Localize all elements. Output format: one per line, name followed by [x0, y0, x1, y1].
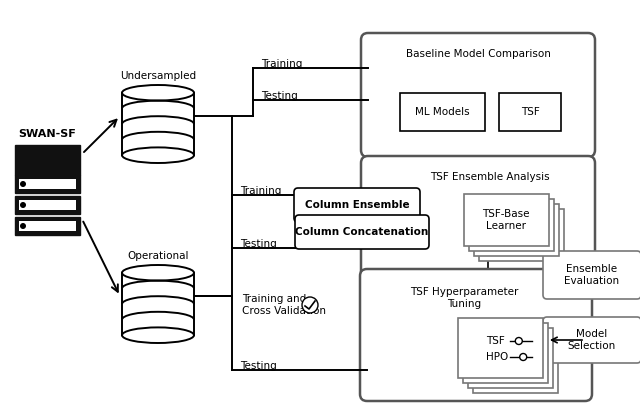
Text: Training: Training [240, 186, 282, 196]
Text: TSF: TSF [486, 336, 505, 346]
Text: Column Ensemble: Column Ensemble [305, 200, 410, 210]
Bar [463, 194, 548, 246]
Text: Testing: Testing [261, 91, 298, 101]
Bar [15, 217, 80, 235]
Bar [19, 221, 76, 231]
Bar [472, 333, 557, 393]
Bar [467, 328, 552, 388]
Text: Baseline Model Comparison: Baseline Model Comparison [406, 49, 550, 59]
Text: HPO: HPO [486, 352, 508, 362]
Bar [15, 145, 80, 175]
Polygon shape [122, 273, 194, 335]
Bar [458, 318, 543, 378]
Text: TSF: TSF [520, 107, 540, 117]
FancyBboxPatch shape [294, 188, 420, 222]
Bar [19, 179, 76, 189]
Text: SWAN-SF: SWAN-SF [18, 129, 76, 139]
Circle shape [20, 223, 26, 229]
FancyBboxPatch shape [543, 317, 640, 363]
Ellipse shape [122, 147, 194, 163]
Text: Ensemble
Evaluation: Ensemble Evaluation [564, 264, 620, 286]
Bar [499, 93, 561, 131]
Text: Testing: Testing [240, 361, 276, 371]
Circle shape [302, 297, 318, 313]
Circle shape [20, 202, 26, 208]
Text: Training: Training [261, 59, 302, 69]
Text: Column Concatenation: Column Concatenation [296, 227, 429, 237]
Text: Testing: Testing [240, 239, 276, 249]
Text: TSF Hyperparameter
Tuning: TSF Hyperparameter Tuning [410, 287, 518, 309]
Circle shape [520, 354, 527, 360]
FancyBboxPatch shape [361, 33, 595, 157]
Text: Model
Selection: Model Selection [568, 329, 616, 351]
Ellipse shape [122, 327, 194, 343]
Text: TSF-Base
Learner: TSF-Base Learner [483, 209, 530, 231]
FancyBboxPatch shape [360, 269, 592, 401]
Text: TSF Ensemble Analysis: TSF Ensemble Analysis [430, 172, 550, 182]
Circle shape [515, 337, 522, 345]
Bar [474, 204, 559, 256]
Ellipse shape [122, 85, 194, 100]
Bar [15, 175, 80, 193]
Bar [19, 200, 76, 210]
FancyBboxPatch shape [361, 156, 595, 288]
Text: Operational: Operational [127, 251, 189, 261]
Text: Training and
Cross Validation: Training and Cross Validation [242, 294, 326, 316]
FancyBboxPatch shape [543, 251, 640, 299]
FancyBboxPatch shape [295, 215, 429, 249]
Bar [399, 93, 484, 131]
Ellipse shape [122, 265, 194, 281]
Bar [15, 196, 80, 214]
Bar [463, 323, 547, 383]
Bar [479, 209, 563, 261]
Text: ML Models: ML Models [415, 107, 469, 117]
Bar [468, 199, 554, 251]
Polygon shape [122, 93, 194, 155]
Circle shape [20, 181, 26, 187]
Text: Undersampled: Undersampled [120, 71, 196, 81]
